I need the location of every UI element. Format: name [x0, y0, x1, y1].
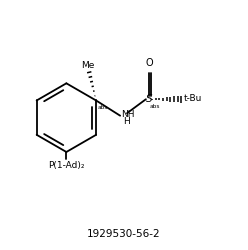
Text: P(1-Ad)₂: P(1-Ad)₂ [48, 161, 85, 170]
Text: t-Bu: t-Bu [184, 94, 202, 103]
Text: H: H [124, 116, 130, 126]
Text: Me: Me [81, 61, 95, 70]
Text: 1929530-56-2: 1929530-56-2 [87, 229, 161, 239]
Text: abs: abs [150, 104, 160, 109]
Text: abs: abs [97, 105, 108, 110]
Text: S: S [146, 94, 152, 104]
Text: O: O [145, 58, 153, 68]
Text: NH: NH [121, 110, 134, 119]
